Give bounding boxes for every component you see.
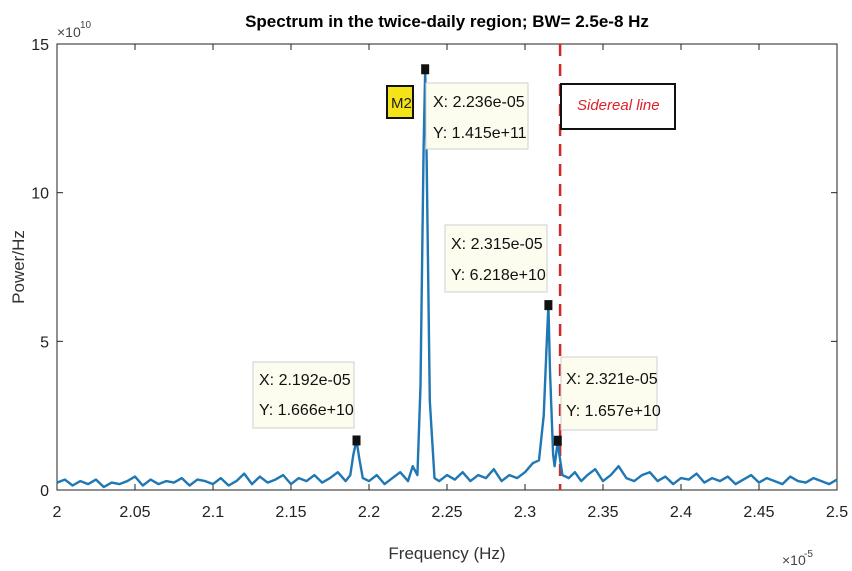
- datatip-2321[interactable]: X: 2.321e-05 Y: 1.657e+10: [560, 356, 661, 431]
- x-tick-label: 2.15: [275, 504, 306, 521]
- datatip-y: Y: 1.415e+11: [433, 125, 527, 142]
- datatip-x: X: 2.192e-05: [259, 372, 351, 389]
- datatip-y: Y: 1.666e+10: [259, 402, 354, 419]
- x-tick-label: 2: [53, 504, 62, 521]
- datatip-2315[interactable]: X: 2.315e-05 Y: 6.218e+10: [444, 224, 548, 293]
- m2-annotation: M2: [386, 85, 414, 119]
- legend: Sidereal line: [560, 83, 676, 130]
- m2-box: [386, 85, 414, 119]
- datatip-marker: [421, 64, 430, 75]
- y-exponent-base: ×10: [57, 24, 81, 40]
- legend-box: [560, 83, 676, 130]
- datatip-box: [425, 82, 529, 150]
- x-tick-label: 2.35: [587, 504, 618, 521]
- x-tick-label: 2.25: [431, 504, 462, 521]
- y-axis-label: Power/Hz: [9, 230, 28, 304]
- datatip-x: X: 2.315e-05: [451, 236, 543, 253]
- x-tick-label: 2.2: [358, 504, 380, 521]
- datatip-y: Y: 1.657e+10: [566, 403, 661, 420]
- y-tick-label: 5: [40, 334, 49, 351]
- x-exponent-base: ×10: [782, 552, 806, 568]
- datatip-marker: [352, 435, 361, 446]
- datatip-marker: [544, 300, 553, 311]
- x-exponent-power: -5: [804, 549, 813, 560]
- m2-label: M2: [391, 95, 412, 112]
- legend-label: Sidereal line: [577, 97, 660, 114]
- chart-title: Spectrum in the twice-daily region; BW= …: [245, 12, 649, 31]
- datatip-x: X: 2.236e-05: [433, 94, 525, 111]
- x-tick-label: 2.45: [743, 504, 774, 521]
- x-tick-label: 2.05: [119, 504, 150, 521]
- y-tick-label: 15: [31, 37, 49, 54]
- x-tick-label: 2.5: [826, 504, 848, 521]
- datatip-x: X: 2.321e-05: [566, 371, 658, 388]
- y-tick-label: 10: [31, 186, 49, 203]
- spectrum-series-line: [56, 68, 838, 489]
- datatip-box: [252, 361, 355, 429]
- datatip-box: [560, 356, 658, 431]
- datatip-marker: [553, 435, 562, 446]
- datatip-2236[interactable]: X: 2.236e-05 Y: 1.415e+11: [425, 82, 529, 150]
- datatip-box: [444, 224, 548, 293]
- datatip-y: Y: 6.218e+10: [451, 267, 546, 284]
- x-axis-label: Frequency (Hz): [388, 544, 505, 563]
- y-exponent-power: 10: [80, 20, 92, 31]
- x-tick-label: 2.3: [514, 504, 536, 521]
- y-tick-label: 0: [40, 483, 49, 500]
- datatip-2192[interactable]: X: 2.192e-05 Y: 1.666e+10: [252, 361, 355, 429]
- x-tick-label: 2.4: [670, 504, 692, 521]
- x-tick-label: 2.1: [202, 504, 224, 521]
